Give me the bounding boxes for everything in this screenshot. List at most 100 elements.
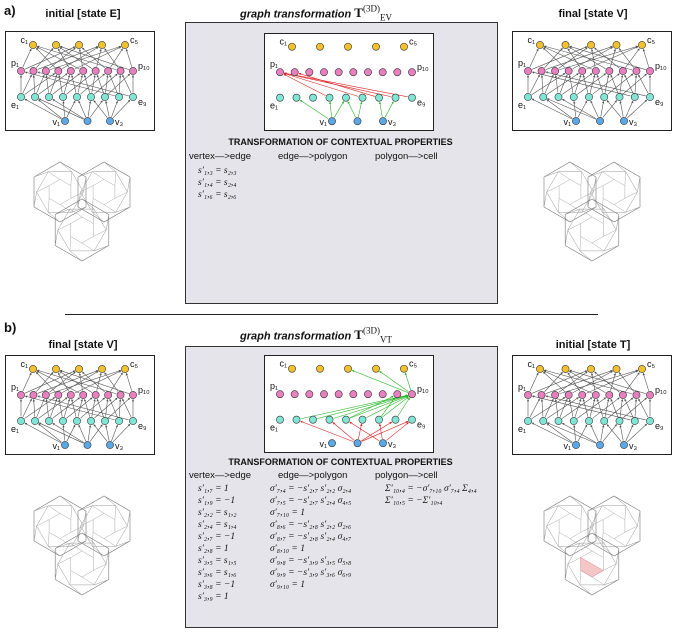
polygon-node: [129, 391, 137, 399]
incidence-arrow: [71, 74, 77, 93]
cell-node: [29, 41, 37, 49]
node-label: e₉: [655, 97, 664, 107]
incidence-arrow: [590, 424, 599, 442]
incidence-arrow: [567, 48, 581, 68]
cell-edge: [48, 198, 50, 213]
polygon-node: [91, 391, 100, 399]
incidence-arrow: [63, 74, 71, 93]
cell-edge: [103, 538, 116, 547]
polygon-node: [591, 67, 600, 75]
polygon-node: [41, 67, 50, 75]
cell-edge: [114, 191, 128, 199]
incidence-arrow: [634, 398, 638, 417]
incidence-arrow: [105, 100, 110, 117]
cell-facet: [546, 171, 594, 213]
incidence-arrow: [112, 99, 131, 119]
node-label: p₁: [270, 59, 278, 69]
cell-node: [561, 365, 570, 373]
node-label: c₅: [130, 359, 139, 369]
cell-edge: [603, 209, 605, 224]
incidence-arrow: [125, 48, 132, 67]
edge-node: [585, 417, 593, 425]
incidence-arrow: [96, 398, 104, 417]
vertex-node: [379, 117, 387, 126]
cell-edge: [587, 525, 591, 542]
cell-edge: [580, 171, 582, 186]
vertex-node: [106, 117, 114, 125]
polygon-node: [551, 391, 560, 399]
incidence-arrow: [66, 397, 93, 419]
panel-b-col-edge: edge—>polygon: [278, 470, 348, 481]
incidence-arrow: [118, 398, 122, 417]
cell-edge: [103, 495, 116, 506]
equation: σ′₇,₅ = −s′₂,₇ s′₂,₄ σ₄,₅: [270, 496, 352, 506]
incidence-arrow: [622, 397, 647, 419]
incidence-arrow: [568, 74, 574, 93]
cell-node: [536, 41, 544, 49]
edge-node: [325, 93, 334, 102]
panel-b-left-title: final [state V]: [48, 339, 118, 351]
incidence-arrow: [619, 424, 624, 441]
cell-node: [98, 41, 106, 49]
incidence-arrow: [333, 394, 409, 419]
polygon-node: [393, 390, 402, 399]
cell-edge: [55, 208, 70, 215]
incidence-arrow: [32, 74, 36, 93]
node-label: e₉: [138, 421, 147, 431]
node-label: p₁₀: [138, 385, 150, 395]
incidence-arrow: [78, 100, 87, 118]
equation: σ′₈,₆ = −s′₂,₈ s′₂,₂ σ₂,₆: [270, 520, 352, 530]
polygon-node: [17, 391, 25, 399]
incidence-arrow: [45, 74, 49, 93]
incidence-arrow: [559, 369, 639, 395]
edge-node: [408, 93, 416, 102]
polygon-node: [364, 68, 372, 77]
cell-node: [29, 365, 37, 373]
cell-node: [561, 41, 570, 49]
panel-a-col-edge: edge—>polygon: [278, 151, 348, 162]
panel-a-center-title: graph transformation T(3D)EV: [240, 4, 392, 23]
edge-node: [31, 417, 39, 425]
node-label: p₁: [11, 382, 19, 392]
incidence-arrow: [590, 48, 596, 67]
node-label: v₁: [563, 117, 571, 127]
cell-node: [587, 365, 595, 373]
polygon-node: [104, 67, 113, 75]
cell-edge: [48, 546, 61, 557]
incidence-arrow: [531, 422, 573, 444]
polygon-node: [276, 68, 284, 77]
incidence-arrow: [61, 370, 99, 394]
cell-edge: [579, 542, 593, 552]
panel-b-right-graph: c₁ c₅ p₁ p₁₀ e₁ e₉ v₁ v₃: [512, 355, 672, 455]
polygon-node: [54, 391, 63, 399]
edge-node: [276, 415, 284, 424]
panel-a-right-graph: c₁ c₅ p₁ p₁₀ e₁ e₉ v₁ v₃: [512, 31, 672, 131]
incidence-arrow: [24, 98, 62, 120]
equation: s′₁,₆ = s₂,₆: [198, 190, 237, 200]
cell-edge: [558, 212, 571, 223]
equation: σ′₉,₁₀ = 1: [270, 580, 305, 590]
cell-facet: [567, 208, 617, 252]
node-label: e₉: [417, 420, 426, 430]
polygon-node: [564, 67, 573, 75]
incidence-arrow: [36, 74, 45, 94]
incidence-arrow: [78, 424, 87, 442]
cell-edge: [558, 532, 560, 547]
cell-edge: [603, 543, 605, 558]
node-label: c₁: [527, 359, 535, 369]
incidence-arrow: [546, 73, 579, 95]
edge-node: [615, 417, 624, 425]
incidence-arrow: [531, 71, 631, 97]
cell-facet: [36, 171, 84, 213]
node-label: e₁: [270, 423, 278, 433]
incidence-arrow: [104, 372, 119, 392]
cell-edge: [591, 242, 605, 252]
cell-face: [92, 513, 116, 539]
incidence-arrow: [57, 48, 69, 68]
incidence-arrow: [540, 74, 544, 93]
panel-a-center-graph: c₁ c₅ p₁ p₁₀ e₁ e₉ v₁ v₃: [264, 33, 434, 131]
incidence-arrow: [554, 74, 559, 93]
incidence-arrow: [544, 371, 563, 392]
incidence-arrow: [57, 372, 69, 392]
incidence-arrow: [607, 73, 634, 95]
